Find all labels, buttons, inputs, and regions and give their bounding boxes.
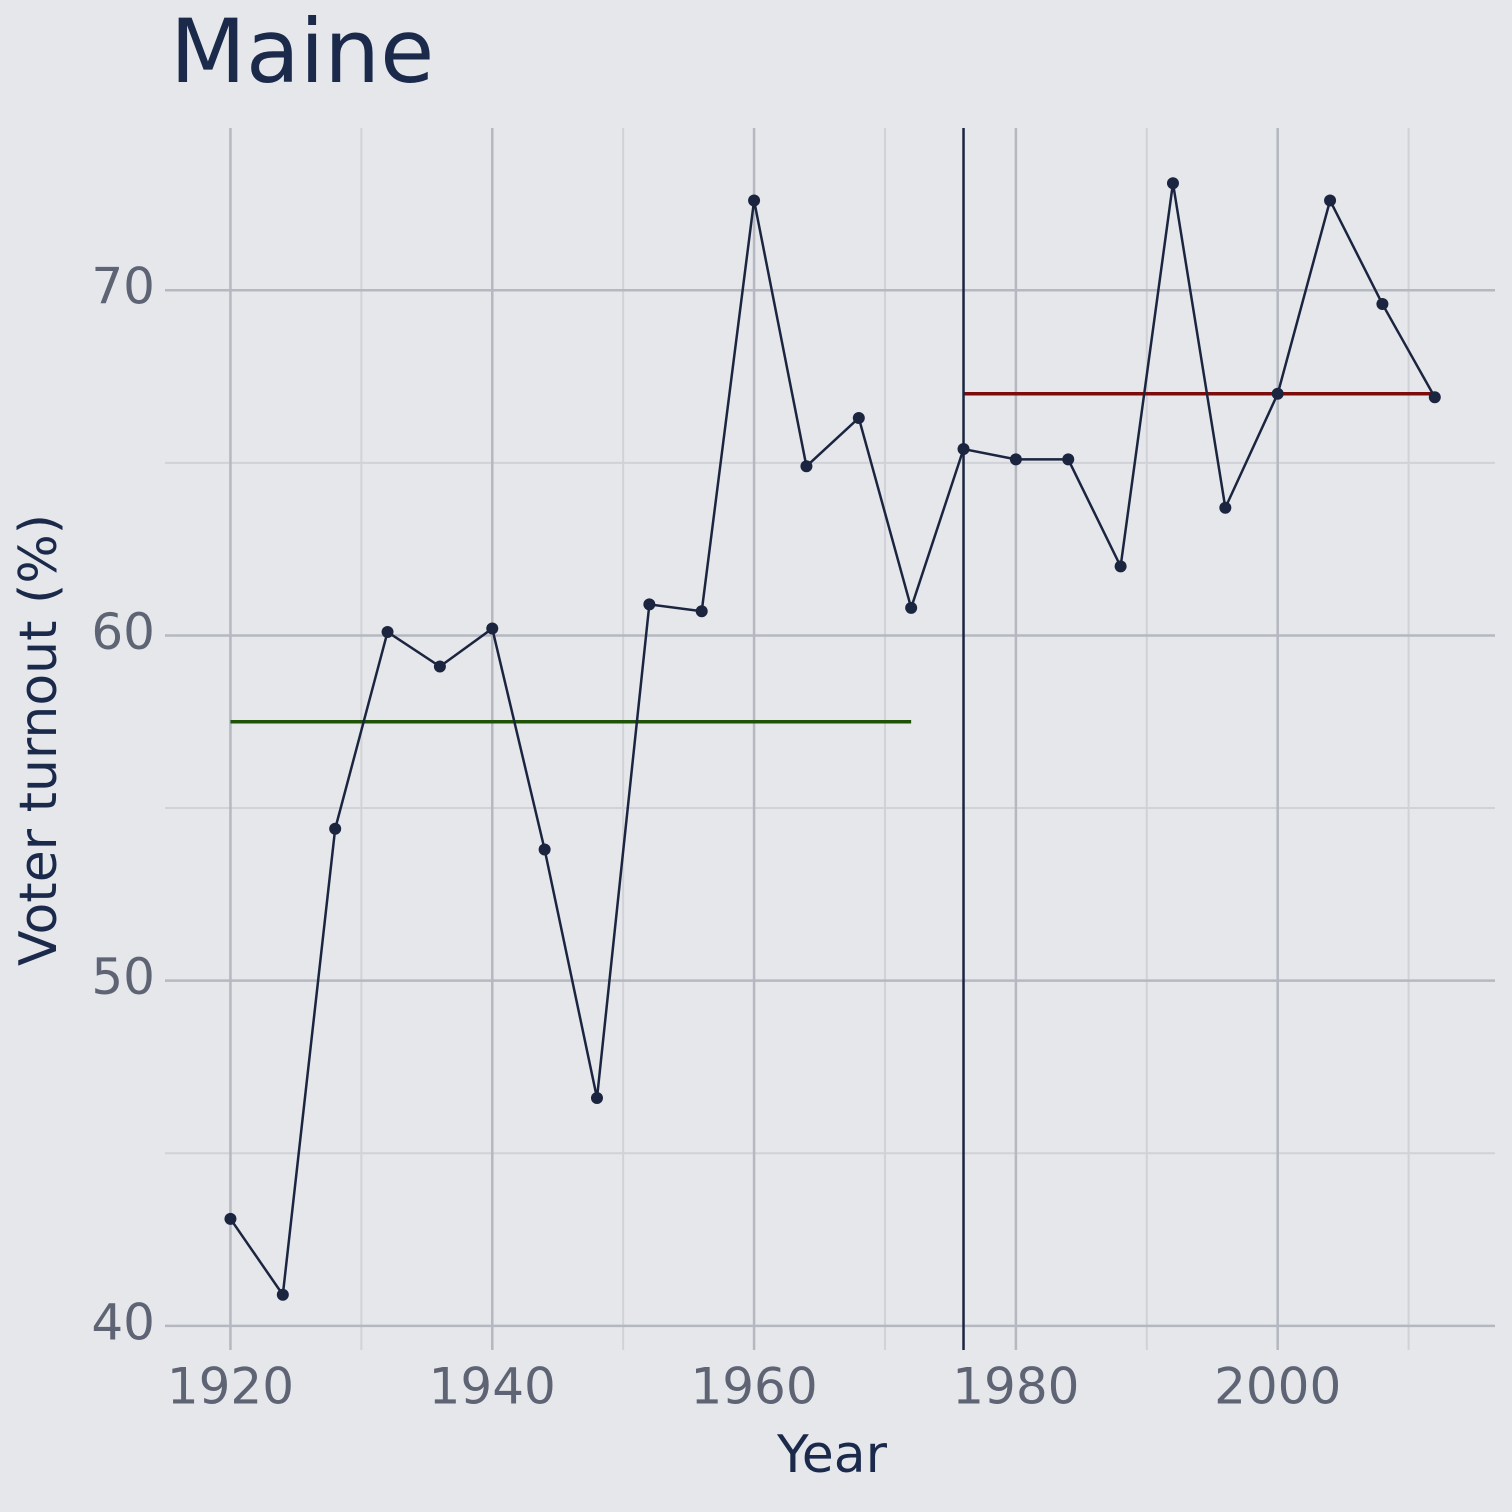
point — [800, 460, 813, 473]
y-tick-label: 40 — [91, 1293, 155, 1351]
point — [1219, 501, 1232, 514]
y-axis-label: Voter turnout (%) — [9, 514, 69, 966]
x-tick-label: 1980 — [952, 1358, 1079, 1416]
x-tick-label: 2000 — [1214, 1358, 1341, 1416]
y-tick-label: 60 — [91, 603, 155, 661]
point — [538, 843, 551, 856]
point — [1062, 453, 1075, 466]
point — [695, 605, 708, 618]
y-tick-label: 70 — [91, 258, 155, 316]
point — [276, 1288, 289, 1301]
x-tick-label: 1960 — [690, 1358, 817, 1416]
point — [1428, 391, 1441, 404]
line — [229, 183, 1436, 1299]
point — [1376, 298, 1389, 311]
point — [486, 622, 499, 635]
point — [643, 598, 656, 611]
point — [957, 443, 970, 456]
point — [433, 660, 446, 673]
y-tick-label: 50 — [91, 948, 155, 1006]
point — [1114, 560, 1127, 573]
chart-title: Maine — [170, 0, 434, 103]
point — [224, 1212, 237, 1225]
x-tick-label: 1940 — [429, 1358, 556, 1416]
x-tick-label: 1920 — [167, 1358, 294, 1416]
point — [1324, 194, 1337, 207]
point — [329, 822, 342, 835]
point — [748, 194, 761, 207]
point — [852, 411, 865, 424]
point — [590, 1092, 603, 1105]
point — [1009, 453, 1022, 466]
point — [1271, 387, 1284, 400]
x-axis-label: Year — [776, 1425, 888, 1485]
point — [1166, 177, 1179, 190]
point — [905, 601, 918, 614]
point — [381, 625, 394, 638]
